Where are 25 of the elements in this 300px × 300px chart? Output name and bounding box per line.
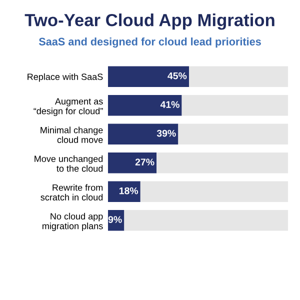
y-tick-label: No cloud app migration plans — [42, 212, 103, 232]
data-label: 9% — [108, 216, 122, 223]
bar — [108, 152, 157, 174]
chart-subtitle: SaaS and designed for cloud lead priorities — [38, 38, 261, 48]
y-tick-label: Replace with SaaS — [28, 73, 103, 82]
bar — [108, 181, 140, 202]
bar — [140, 181, 288, 202]
y-tick-label: Minimal change cloud move — [40, 126, 103, 144]
bar — [108, 95, 182, 116]
data-label: 39% — [156, 130, 176, 137]
bar — [124, 210, 288, 231]
bar — [108, 66, 189, 87]
bar — [189, 66, 288, 87]
y-tick-label: Augment as “design for cloud” — [34, 98, 103, 116]
bar — [182, 95, 288, 116]
data-label: 27% — [135, 158, 154, 166]
bar — [156, 152, 288, 174]
data-label: 18% — [119, 187, 138, 194]
bar — [108, 124, 178, 144]
data-label: 45% — [168, 72, 187, 80]
bar — [178, 124, 288, 144]
data-label: 41% — [160, 101, 180, 108]
y-tick-label: Rewrite from scratch in cloud — [40, 184, 103, 200]
chart-title: Two-Year Cloud App Migration — [24, 14, 274, 30]
y-tick-label: Move unchanged to the cloud — [34, 155, 103, 172]
